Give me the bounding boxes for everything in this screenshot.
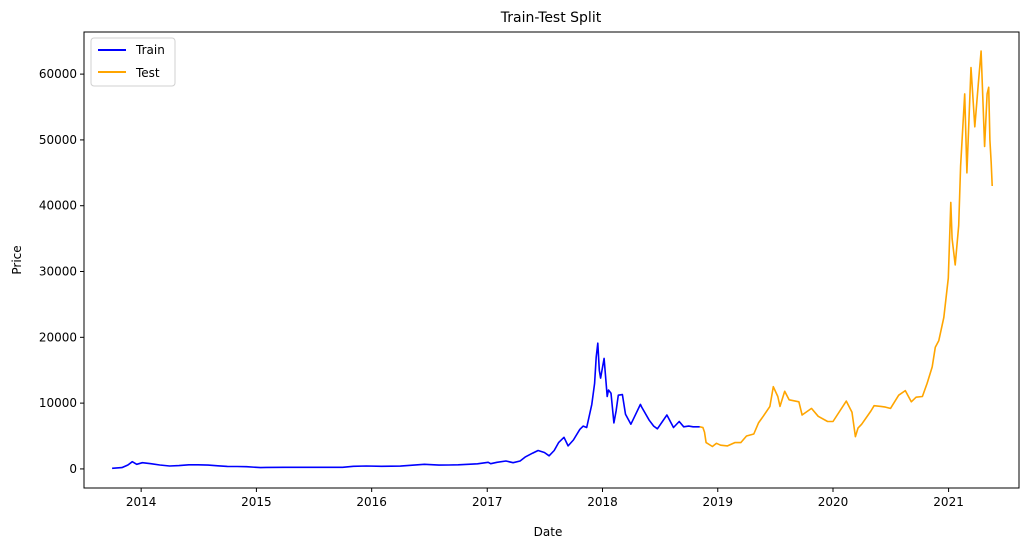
x-axis-label: Date <box>534 525 563 539</box>
y-tick-label: 30000 <box>39 265 77 279</box>
x-tick-label: 2021 <box>933 495 964 509</box>
y-tick-label: 20000 <box>39 330 77 344</box>
x-tick-label: 2015 <box>241 495 272 509</box>
x-tick-label: 2018 <box>587 495 618 509</box>
legend-label-test: Test <box>135 66 160 80</box>
y-tick-label: 40000 <box>39 199 77 213</box>
series-line-test <box>699 50 993 448</box>
y-tick-label: 10000 <box>39 396 77 410</box>
y-tick-label: 0 <box>69 462 77 476</box>
y-axis-label: Price <box>10 245 24 274</box>
series-line-train <box>112 342 700 470</box>
series-layer <box>112 50 993 470</box>
y-axis-ticks: 0 10000 20000 30000 40000 50000 60000 <box>39 67 84 476</box>
x-axis-ticks: 2014 2015 2016 2017 2018 2019 2020 2021 <box>126 488 964 509</box>
x-tick-label: 2016 <box>356 495 387 509</box>
x-tick-label: 2017 <box>472 495 503 509</box>
legend: Train Test <box>90 37 176 87</box>
x-tick-label: 2019 <box>702 495 733 509</box>
y-tick-label: 60000 <box>39 67 77 81</box>
chart-title: Train-Test Split <box>500 10 602 26</box>
x-tick-label: 2020 <box>818 495 849 509</box>
x-tick-label: 2014 <box>126 495 157 509</box>
plot-area-frame <box>83 31 1020 489</box>
legend-label-train: Train <box>135 43 165 57</box>
y-tick-label: 50000 <box>39 133 77 147</box>
